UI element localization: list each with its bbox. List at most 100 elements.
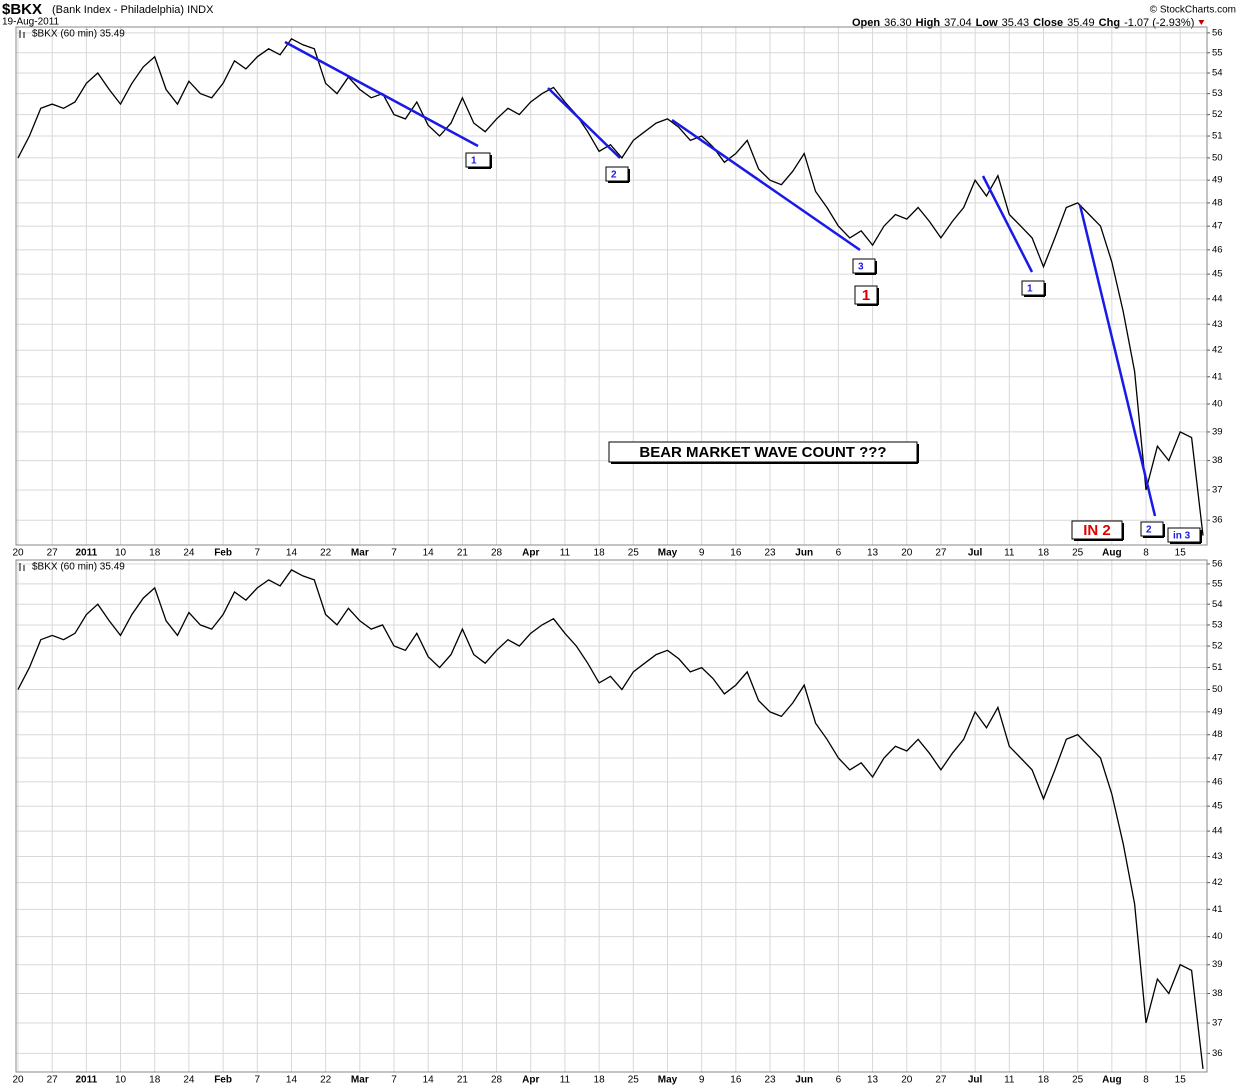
y-tick-label: 39 — [1212, 959, 1223, 970]
quote-label: Chg — [1099, 17, 1120, 29]
x-tick-label: 6 — [836, 548, 842, 559]
annotation-box — [852, 258, 876, 274]
x-tick-label: 8 — [1143, 1075, 1149, 1086]
x-tick-label: Feb — [214, 1075, 232, 1086]
x-tick-label: 6 — [836, 1075, 842, 1086]
wave-line — [981, 175, 1034, 273]
x-tick-label: 13 — [867, 1075, 879, 1086]
plot-frame — [15, 26, 1208, 546]
x-tick-label: 28 — [491, 548, 503, 559]
annotation: 2 — [611, 170, 617, 181]
y-tick-label: 53 — [1212, 619, 1223, 630]
x-tick-label: 20 — [901, 1075, 913, 1086]
change-arrow — [1198, 20, 1205, 25]
x-tick-label: 25 — [628, 548, 640, 559]
source: © StockCharts.com — [1150, 5, 1236, 16]
x-tick-label: 22 — [320, 548, 332, 559]
x-tick-label: 18 — [594, 1075, 606, 1086]
y-tick-label: 52 — [1212, 641, 1223, 652]
y-tick-label: 42 — [1212, 877, 1223, 888]
x-tick-label: 16 — [730, 1075, 742, 1086]
x-tick-label: Apr — [522, 548, 539, 559]
x-tick-label: Mar — [351, 1075, 369, 1086]
price-line — [17, 37, 1204, 536]
x-tick-label: 10 — [115, 1075, 127, 1086]
x-tick-label: 11 — [560, 548, 571, 559]
x-tick-label: Jun — [795, 548, 813, 559]
x-tick-label: Jun — [795, 1075, 813, 1086]
y-tick-label: 38 — [1212, 455, 1223, 466]
y-tick-label: 42 — [1212, 345, 1223, 356]
x-tick-label: 11 — [1004, 1075, 1015, 1086]
y-tick-label: 54 — [1212, 68, 1223, 79]
legend-icon — [19, 30, 25, 38]
wave-line — [671, 118, 861, 252]
y-tick-label: 37 — [1212, 485, 1223, 496]
x-tick-label: 18 — [149, 548, 161, 559]
x-tick-label: Feb — [214, 548, 232, 559]
y-tick-label: 44 — [1212, 826, 1223, 837]
y-tick-label: 51 — [1212, 662, 1223, 673]
x-tick-label: 27 — [47, 548, 59, 559]
annotation: 1 — [471, 156, 477, 167]
price-line — [17, 569, 1204, 1069]
x-tick-label: 15 — [1175, 548, 1187, 559]
x-tick-label: 25 — [1072, 548, 1084, 559]
x-tick-label: 28 — [491, 1075, 503, 1086]
x-tick-label: 18 — [149, 1075, 161, 1086]
y-tick-label: 36 — [1212, 1048, 1223, 1059]
x-tick-label: 25 — [1072, 1075, 1084, 1086]
x-tick-label: 18 — [594, 548, 606, 559]
x-tick-label: 7 — [391, 1075, 397, 1086]
y-tick-label: 55 — [1212, 47, 1223, 58]
x-tick-label: 13 — [867, 548, 879, 559]
title: $BKX — [2, 1, 42, 18]
quote-label: High — [916, 17, 941, 29]
x-tick-label: 9 — [699, 548, 705, 559]
x-tick-label: 21 — [457, 548, 469, 559]
quote: Open 36.30 High 37.04 Low 35.43 Close 35.49 Chg -… — [852, 17, 1194, 29]
x-tick-label: 18 — [1038, 548, 1050, 559]
wave-line — [1078, 204, 1157, 517]
y-tick-label: 51 — [1212, 131, 1223, 142]
x-tick-label: 9 — [699, 1075, 705, 1086]
x-tick-label: 18 — [1038, 1075, 1050, 1086]
quote-label: Low — [976, 17, 998, 29]
y-tick-label: 49 — [1212, 175, 1223, 186]
annotation-box — [465, 152, 491, 168]
annotation-box — [1140, 521, 1164, 537]
x-tick-label: 23 — [764, 1075, 776, 1086]
x-tick-label: 25 — [628, 1075, 640, 1086]
x-tick-label: 27 — [935, 548, 947, 559]
x-tick-label: 14 — [423, 548, 435, 559]
annotation-box — [605, 166, 629, 182]
x-tick-label: 2011 — [76, 548, 98, 559]
x-tick-label: 14 — [286, 548, 298, 559]
y-tick-label: 44 — [1212, 293, 1223, 304]
x-tick-label: 8 — [1143, 548, 1149, 559]
x-tick-label: 15 — [1175, 1075, 1187, 1086]
x-tick-label: 20 — [12, 1075, 24, 1086]
y-tick-label: 37 — [1212, 1018, 1223, 1029]
annotation: 2 — [1146, 525, 1152, 536]
y-tick-label: 53 — [1212, 88, 1223, 99]
y-tick-label: 41 — [1212, 371, 1223, 382]
x-tick-label: 22 — [320, 1075, 332, 1086]
x-tick-label: 24 — [183, 1075, 195, 1086]
x-tick-label: 27 — [47, 1075, 59, 1086]
annotation: 1 — [1027, 284, 1033, 295]
annotation: 3 — [858, 262, 864, 273]
y-tick-label: 55 — [1212, 578, 1223, 589]
y-tick-label: 49 — [1212, 706, 1223, 717]
x-tick-label: 7 — [391, 548, 397, 559]
x-tick-label: 14 — [423, 1075, 435, 1086]
x-tick-label: 24 — [183, 548, 195, 559]
quote-value: 36.30 — [884, 17, 912, 29]
y-tick-label: 43 — [1212, 319, 1223, 330]
y-tick-label: 56 — [1212, 27, 1223, 38]
wave-line — [547, 87, 621, 159]
x-tick-label: 21 — [457, 1075, 469, 1086]
y-tick-label: 47 — [1212, 753, 1223, 764]
y-tick-label: 50 — [1212, 152, 1223, 163]
x-tick-label: 27 — [935, 1075, 947, 1086]
